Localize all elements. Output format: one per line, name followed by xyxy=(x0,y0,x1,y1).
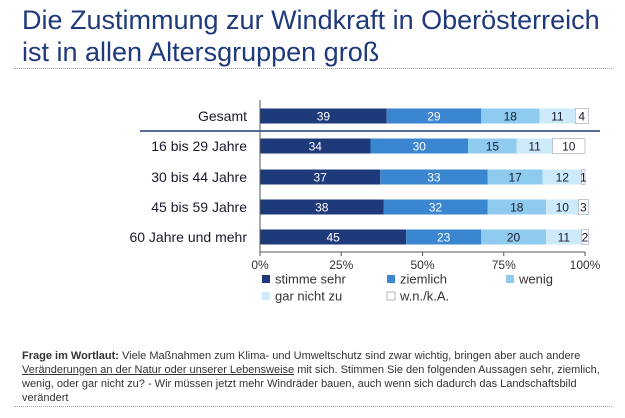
data-label: 3 xyxy=(580,201,587,215)
data-label: 18 xyxy=(510,201,524,215)
question-text-underlined: Veränderungen an der Natur oder unserer … xyxy=(22,364,295,376)
data-label: 34 xyxy=(309,140,323,154)
bar-segment xyxy=(260,169,381,185)
bar-segment xyxy=(370,138,468,154)
data-label: 38 xyxy=(315,201,329,215)
bar-segment xyxy=(260,138,371,154)
data-label: 17 xyxy=(508,171,522,185)
data-label: 18 xyxy=(504,110,518,124)
bar-segment xyxy=(581,169,586,185)
legend-label: stimme sehr xyxy=(275,272,346,287)
data-label: 12 xyxy=(556,171,570,185)
data-label: 2 xyxy=(582,231,589,245)
bar-segment xyxy=(406,229,481,245)
data-label: 11 xyxy=(558,231,571,245)
question-text-start: Viele Maßnahmen zum Klima- und Umweltsch… xyxy=(118,350,581,362)
bottom-divider xyxy=(14,406,612,407)
x-tick-label: 0% xyxy=(251,258,269,272)
data-label: 11 xyxy=(551,110,564,124)
bar-segment xyxy=(487,199,546,215)
bar-segment xyxy=(578,199,589,215)
bar-segment xyxy=(481,108,540,124)
bar-segment xyxy=(516,138,553,154)
data-label: 37 xyxy=(313,171,327,185)
data-label: 10 xyxy=(556,201,570,215)
stacked-bar-chart: Gesamt 16 bis 29 Jahre 30 bis 44 Jahre 45 b… xyxy=(129,100,601,304)
title-divider xyxy=(14,68,612,69)
data-label: 29 xyxy=(427,110,441,124)
bar-segment xyxy=(260,229,407,245)
bar-segment xyxy=(260,199,384,215)
category-label: 45 bis 59 Jahre xyxy=(151,199,247,215)
question-wording: Frage im Wortlaut: Viele Maßnahmen zum K… xyxy=(22,349,614,405)
bar-segment xyxy=(546,229,582,245)
data-label: 20 xyxy=(507,231,521,245)
question-text-end: mit sich. Stimmen Sie den folgenden Auss… xyxy=(22,364,600,404)
bar-segment xyxy=(468,138,517,154)
legend-swatch xyxy=(387,275,395,283)
bar-segment xyxy=(386,108,481,124)
bar-segment xyxy=(546,199,579,215)
data-label: 33 xyxy=(427,171,441,185)
category-label: 60 Jahre und mehr xyxy=(129,229,247,245)
x-tick-label: 25% xyxy=(329,258,353,272)
legend-swatch xyxy=(262,292,270,300)
legend-swatch xyxy=(262,275,270,283)
data-label: 10 xyxy=(562,140,576,154)
question-label: Frage im Wortlaut: xyxy=(22,350,119,362)
x-tick-label: 75% xyxy=(492,258,516,272)
legend-label: ziemlich xyxy=(400,272,447,287)
data-label: 30 xyxy=(413,140,427,154)
legend-label: gar nicht zu xyxy=(275,289,342,304)
data-label: 32 xyxy=(429,201,443,215)
data-label: 45 xyxy=(326,231,340,245)
bar-segment xyxy=(260,108,387,124)
bar-segment xyxy=(481,229,546,245)
legend-label: w.n./k.A. xyxy=(399,289,449,304)
legend-label: wenig xyxy=(518,272,553,287)
data-label: 11 xyxy=(528,140,541,154)
legend-swatch xyxy=(506,275,514,283)
data-label: 15 xyxy=(486,140,500,154)
bar-segment xyxy=(380,169,488,185)
category-label: Gesamt xyxy=(198,108,247,124)
bar-segment xyxy=(581,229,589,245)
legend-swatch xyxy=(386,291,396,301)
bar-segment xyxy=(542,169,582,185)
bar-segment xyxy=(487,169,543,185)
data-label: 23 xyxy=(437,231,451,245)
bar-segment xyxy=(574,108,589,124)
data-label: 39 xyxy=(317,110,331,124)
data-label: 4 xyxy=(578,110,585,124)
x-tick-label: 50% xyxy=(410,258,434,272)
data-label: 1 xyxy=(580,171,587,185)
page-title: Die Zustimmung zur Windkraft in Oberöste… xyxy=(22,5,600,67)
bar-segment xyxy=(383,199,488,215)
bar-segment xyxy=(552,138,586,154)
category-label: 16 bis 29 Jahre xyxy=(151,138,247,154)
bar-segment xyxy=(539,108,576,124)
category-label: 30 bis 44 Jahre xyxy=(151,169,247,185)
x-tick-label: 100% xyxy=(570,258,601,272)
